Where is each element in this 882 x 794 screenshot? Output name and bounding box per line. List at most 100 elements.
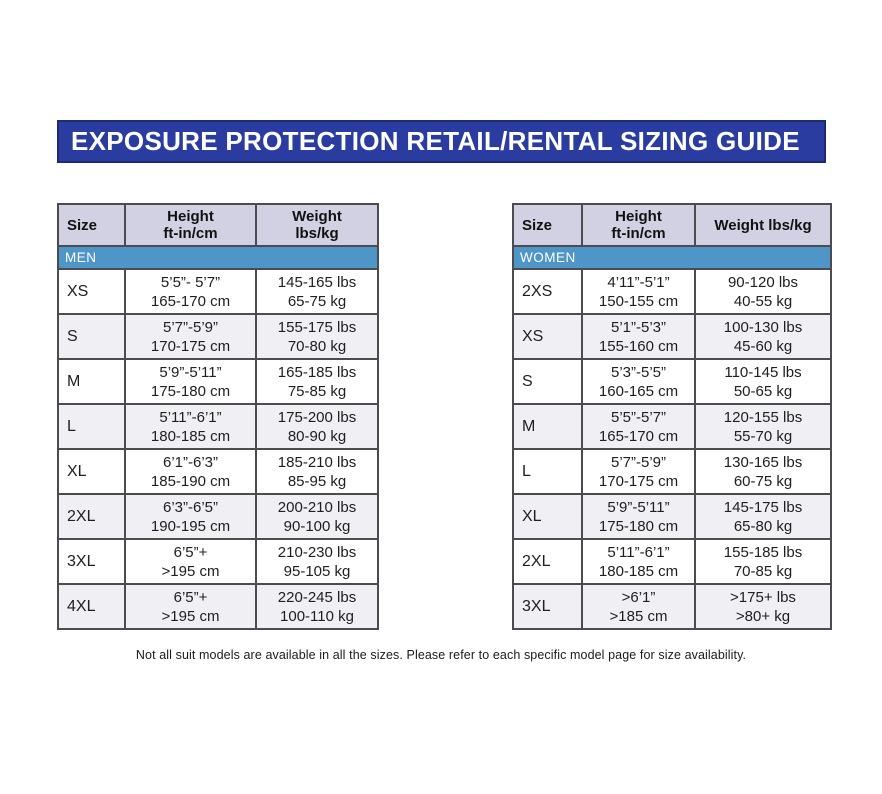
weight-kg: 95-105 kg xyxy=(283,562,351,580)
weight-kg: 65-80 kg xyxy=(733,517,793,535)
header-line: Weight xyxy=(292,208,342,225)
weight-cell: 130-165 lbs 60-75 kg xyxy=(694,448,832,495)
weight-cell: 155-175 lbs 70-80 kg xyxy=(255,313,379,360)
weight-kg: >80+ kg xyxy=(735,607,791,625)
weight-kg: 40-55 kg xyxy=(733,292,793,310)
height-ft: 6’1”-6’3” xyxy=(162,453,219,471)
page-title: EXPOSURE PROTECTION RETAIL/RENTAL SIZING… xyxy=(71,126,800,156)
women-header-size: Size xyxy=(512,203,583,247)
height-ft: 5’3”-5’5” xyxy=(610,363,667,381)
weight-kg: 50-65 kg xyxy=(733,382,793,400)
height-cm: 165-170 cm xyxy=(598,427,679,445)
weight-lbs: 155-175 lbs xyxy=(277,318,357,336)
title-banner: EXPOSURE PROTECTION RETAIL/RENTAL SIZING… xyxy=(57,120,826,163)
weight-cell: 165-185 lbs 75-85 kg xyxy=(255,358,379,405)
height-cm: 175-180 cm xyxy=(598,517,679,535)
header-line: ft-in/cm xyxy=(163,225,218,242)
women-header-height: Height ft-in/cm xyxy=(581,203,696,247)
availability-note: Not all suit models are available in all… xyxy=(135,648,747,662)
women-header-row: Size Height ft-in/cm Weight lbs/kg xyxy=(512,203,832,247)
height-ft: >6’1” xyxy=(621,588,656,606)
weight-lbs: 220-245 lbs xyxy=(277,588,357,606)
height-cell: 5’5”-5’7” 165-170 cm xyxy=(581,403,696,450)
height-ft: 6’3”-6’5” xyxy=(162,498,219,516)
height-cm: 165-170 cm xyxy=(150,292,231,310)
height-cell: >6’1” >185 cm xyxy=(581,583,696,630)
height-cm: >185 cm xyxy=(609,607,668,625)
size-cell: 2XL xyxy=(57,493,126,540)
height-ft: 5’1”-5’3” xyxy=(610,318,667,336)
women-section-label: WOMEN xyxy=(512,245,832,270)
weight-lbs: 145-165 lbs xyxy=(277,273,357,291)
table-row: XS 5’1”-5’3” 155-160 cm 100-130 lbs 45-6… xyxy=(512,313,832,360)
height-ft: 6’5”+ xyxy=(173,588,208,606)
table-row: 3XL >6’1” >185 cm >175+ lbs >80+ kg xyxy=(512,583,832,630)
header-line: ft-in/cm xyxy=(611,225,666,242)
weight-cell: 100-130 lbs 45-60 kg xyxy=(694,313,832,360)
weight-kg: 70-80 kg xyxy=(287,337,347,355)
height-cm: 180-185 cm xyxy=(150,427,231,445)
weight-cell: 110-145 lbs 50-65 kg xyxy=(694,358,832,405)
height-cm: 175-180 cm xyxy=(150,382,231,400)
men-size-table: Size Height ft-in/cm Weight lbs/kg MEN X… xyxy=(57,203,379,630)
height-ft: 6’5”+ xyxy=(173,543,208,561)
height-cell: 5’3”-5’5” 160-165 cm xyxy=(581,358,696,405)
height-ft: 5’11”-6’1” xyxy=(159,408,222,426)
weight-cell: 90-120 lbs 40-55 kg xyxy=(694,268,832,315)
weight-kg: 55-70 kg xyxy=(733,427,793,445)
size-cell: 2XS xyxy=(512,268,583,315)
weight-cell: 120-155 lbs 55-70 kg xyxy=(694,403,832,450)
height-cell: 5’7”-5’9” 170-175 cm xyxy=(124,313,257,360)
size-cell: XL xyxy=(57,448,126,495)
weight-cell: 200-210 lbs 90-100 kg xyxy=(255,493,379,540)
weight-cell: 175-200 lbs 80-90 kg xyxy=(255,403,379,450)
table-row: L 5’7”-5’9” 170-175 cm 130-165 lbs 60-75… xyxy=(512,448,832,495)
header-line: Height xyxy=(615,208,662,225)
weight-lbs: 155-185 lbs xyxy=(723,543,803,561)
height-cell: 5’9”-5’11” 175-180 cm xyxy=(581,493,696,540)
height-cell: 5’7”-5’9” 170-175 cm xyxy=(581,448,696,495)
height-ft: 5’7”-5’9” xyxy=(610,453,667,471)
height-cm: 190-195 cm xyxy=(150,517,231,535)
women-size-table: Size Height ft-in/cm Weight lbs/kg WOMEN… xyxy=(512,203,832,630)
weight-kg: 85-95 kg xyxy=(287,472,347,490)
weight-lbs: 90-120 lbs xyxy=(727,273,799,291)
size-cell: L xyxy=(57,403,126,450)
height-cm: >195 cm xyxy=(161,562,220,580)
height-cell: 5’11”-6’1” 180-185 cm xyxy=(581,538,696,585)
men-section-band: MEN xyxy=(57,245,379,270)
size-cell: 3XL xyxy=(512,583,583,630)
weight-cell: 145-165 lbs 65-75 kg xyxy=(255,268,379,315)
height-cm: 170-175 cm xyxy=(150,337,231,355)
weight-lbs: 110-145 lbs xyxy=(724,363,802,381)
size-cell: XS xyxy=(512,313,583,360)
height-cell: 6’1”-6’3” 185-190 cm xyxy=(124,448,257,495)
weight-kg: 65-75 kg xyxy=(287,292,347,310)
table-row: XL 6’1”-6’3” 185-190 cm 185-210 lbs 85-9… xyxy=(57,448,379,495)
size-cell: 3XL xyxy=(57,538,126,585)
size-cell: 4XL xyxy=(57,583,126,630)
height-cm: 180-185 cm xyxy=(598,562,679,580)
weight-lbs: 145-175 lbs xyxy=(723,498,803,516)
weight-cell: 155-185 lbs 70-85 kg xyxy=(694,538,832,585)
table-row: 2XL 6’3”-6’5” 190-195 cm 200-210 lbs 90-… xyxy=(57,493,379,540)
size-cell: M xyxy=(512,403,583,450)
height-cell: 6’5”+ >195 cm xyxy=(124,538,257,585)
table-row: XL 5’9”-5’11” 175-180 cm 145-175 lbs 65-… xyxy=(512,493,832,540)
women-header-weight: Weight lbs/kg xyxy=(694,203,832,247)
height-cm: >195 cm xyxy=(161,607,220,625)
weight-kg: 90-100 kg xyxy=(283,517,351,535)
table-row: 3XL 6’5”+ >195 cm 210-230 lbs 95-105 kg xyxy=(57,538,379,585)
weight-lbs: 200-210 lbs xyxy=(277,498,357,516)
weight-kg: 100-110 kg xyxy=(280,607,354,625)
height-cm: 160-165 cm xyxy=(598,382,679,400)
size-cell: M xyxy=(57,358,126,405)
size-cell: L xyxy=(512,448,583,495)
height-ft: 5’9”-5’11” xyxy=(159,363,222,381)
table-row: M 5’5”-5’7” 165-170 cm 120-155 lbs 55-70… xyxy=(512,403,832,450)
table-row: 4XL 6’5”+ >195 cm 220-245 lbs 100-110 kg xyxy=(57,583,379,630)
table-row: 2XL 5’11”-6’1” 180-185 cm 155-185 lbs 70… xyxy=(512,538,832,585)
men-header-height: Height ft-in/cm xyxy=(124,203,257,247)
weight-cell: 145-175 lbs 65-80 kg xyxy=(694,493,832,540)
